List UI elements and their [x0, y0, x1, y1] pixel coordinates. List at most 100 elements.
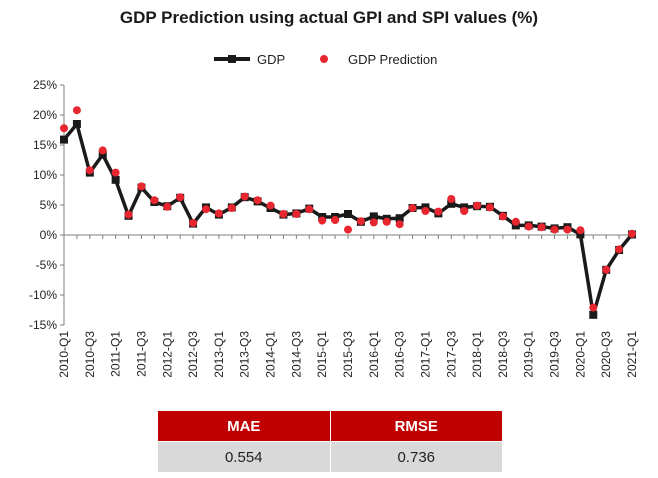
prediction-point [434, 207, 443, 216]
x-tick-label: 2010-Q1 [57, 331, 71, 378]
prediction-point [124, 210, 133, 219]
x-tick-label: 2017-Q3 [444, 331, 458, 378]
y-tick-label: 20% [33, 108, 57, 122]
prediction-point [227, 204, 236, 212]
x-tick-label: 2011-Q1 [109, 331, 123, 377]
prediction-point [176, 193, 185, 202]
y-tick-label: -5% [36, 258, 58, 272]
prediction-point [395, 220, 404, 229]
prediction-point [563, 225, 572, 234]
legend-gdp-marker [228, 55, 236, 63]
x-tick-label: 2018-Q3 [496, 331, 510, 378]
prediction-point [486, 203, 494, 212]
metrics-table: MAE RMSE 0.554 0.736 [157, 410, 503, 473]
prediction-point [524, 222, 533, 231]
x-tick-label: 2021-Q1 [625, 331, 639, 378]
prediction-point [279, 210, 288, 218]
prediction-point [408, 204, 417, 212]
x-tick-label: 2014-Q1 [264, 331, 278, 378]
prediction-point [189, 219, 198, 227]
rmse-header: RMSE [329, 410, 503, 442]
prediction-point [550, 225, 559, 234]
prediction-point [498, 212, 507, 221]
y-tick-label: -15% [29, 318, 57, 332]
x-tick-label: 2016-Q3 [393, 331, 407, 378]
prediction-point [628, 229, 636, 238]
legend-prediction-marker [320, 55, 328, 63]
prediction-point [369, 218, 378, 227]
gdp-point [344, 210, 352, 218]
prediction-point [576, 226, 585, 235]
gdp-point [576, 230, 585, 239]
prediction-point [537, 223, 546, 232]
prediction-point [98, 146, 107, 155]
gdp-point [111, 175, 120, 184]
prediction-point [266, 201, 275, 210]
prediction-point [447, 195, 456, 203]
x-tick-label: 2019-Q3 [548, 331, 562, 378]
x-tick-label: 2011-Q3 [134, 331, 148, 377]
x-tick-label: 2015-Q3 [341, 331, 355, 378]
prediction-point [240, 192, 249, 201]
prediction-point [615, 245, 624, 254]
legend-gdp-label: GDP [257, 52, 285, 67]
prediction-point [305, 205, 314, 214]
prediction-point [202, 205, 210, 214]
legend: GDP GDP Prediction [214, 52, 437, 67]
x-tick-label: 2012-Q1 [160, 331, 174, 378]
gdp-point [98, 150, 107, 159]
x-tick-label: 2017-Q1 [418, 331, 432, 378]
x-tick-label: 2020-Q1 [573, 331, 587, 378]
gdp-point [589, 310, 598, 319]
prediction-point [72, 106, 81, 115]
prediction-point [150, 196, 159, 205]
gdp-line [62, 122, 634, 317]
gdp-point [395, 214, 404, 223]
prediction-point [602, 265, 611, 274]
mae-value: 0.554 [157, 441, 331, 473]
prediction-point [214, 209, 223, 218]
x-tick-label: 2016-Q1 [367, 331, 381, 378]
y-tick-label: 15% [33, 138, 57, 152]
prediction-point [511, 217, 520, 226]
y-tick-label: 0% [40, 228, 58, 242]
x-tick-label: 2014-Q3 [289, 331, 303, 378]
prediction-point [318, 216, 327, 225]
prediction-point [382, 217, 391, 226]
x-tick-label: 2012-Q3 [186, 331, 200, 378]
prediction-point [137, 182, 146, 191]
chart-title: GDP Prediction using actual GPI and SPI … [119, 8, 539, 27]
y-tick-label: 5% [40, 198, 58, 212]
x-tick-label: 2018-Q1 [470, 331, 484, 378]
x-tick-label: 2015-Q1 [315, 331, 329, 378]
prediction-point [473, 201, 482, 210]
prediction-point [253, 196, 262, 205]
legend-prediction-label: GDP Prediction [348, 52, 437, 67]
gdp-point [369, 212, 378, 221]
gdp-point [447, 199, 456, 208]
y-tick-label: 10% [33, 168, 57, 182]
gdp-point [72, 120, 81, 128]
prediction-point [60, 124, 68, 133]
prediction-point [163, 202, 172, 211]
prediction-point [331, 216, 340, 224]
y-tick-label: 25% [33, 78, 57, 92]
prediction-point [589, 303, 598, 312]
rmse-value: 0.736 [329, 441, 503, 473]
gdp-point [60, 135, 68, 144]
prediction-point [356, 217, 365, 226]
prediction-point [111, 168, 120, 177]
prediction-point [292, 210, 301, 218]
x-tick-label: 2010-Q3 [83, 331, 97, 378]
x-tick-label: 2013-Q1 [212, 331, 226, 378]
prediction-point [421, 207, 430, 215]
mae-header: MAE [157, 410, 331, 442]
prediction-point [85, 166, 94, 175]
y-tick-label: -10% [29, 288, 57, 302]
x-tick-label: 2020-Q3 [599, 331, 613, 378]
prediction-point [344, 225, 352, 234]
x-tick-label: 2013-Q3 [238, 331, 252, 378]
prediction-point [460, 207, 469, 215]
x-tick-label: 2019-Q1 [522, 331, 536, 378]
